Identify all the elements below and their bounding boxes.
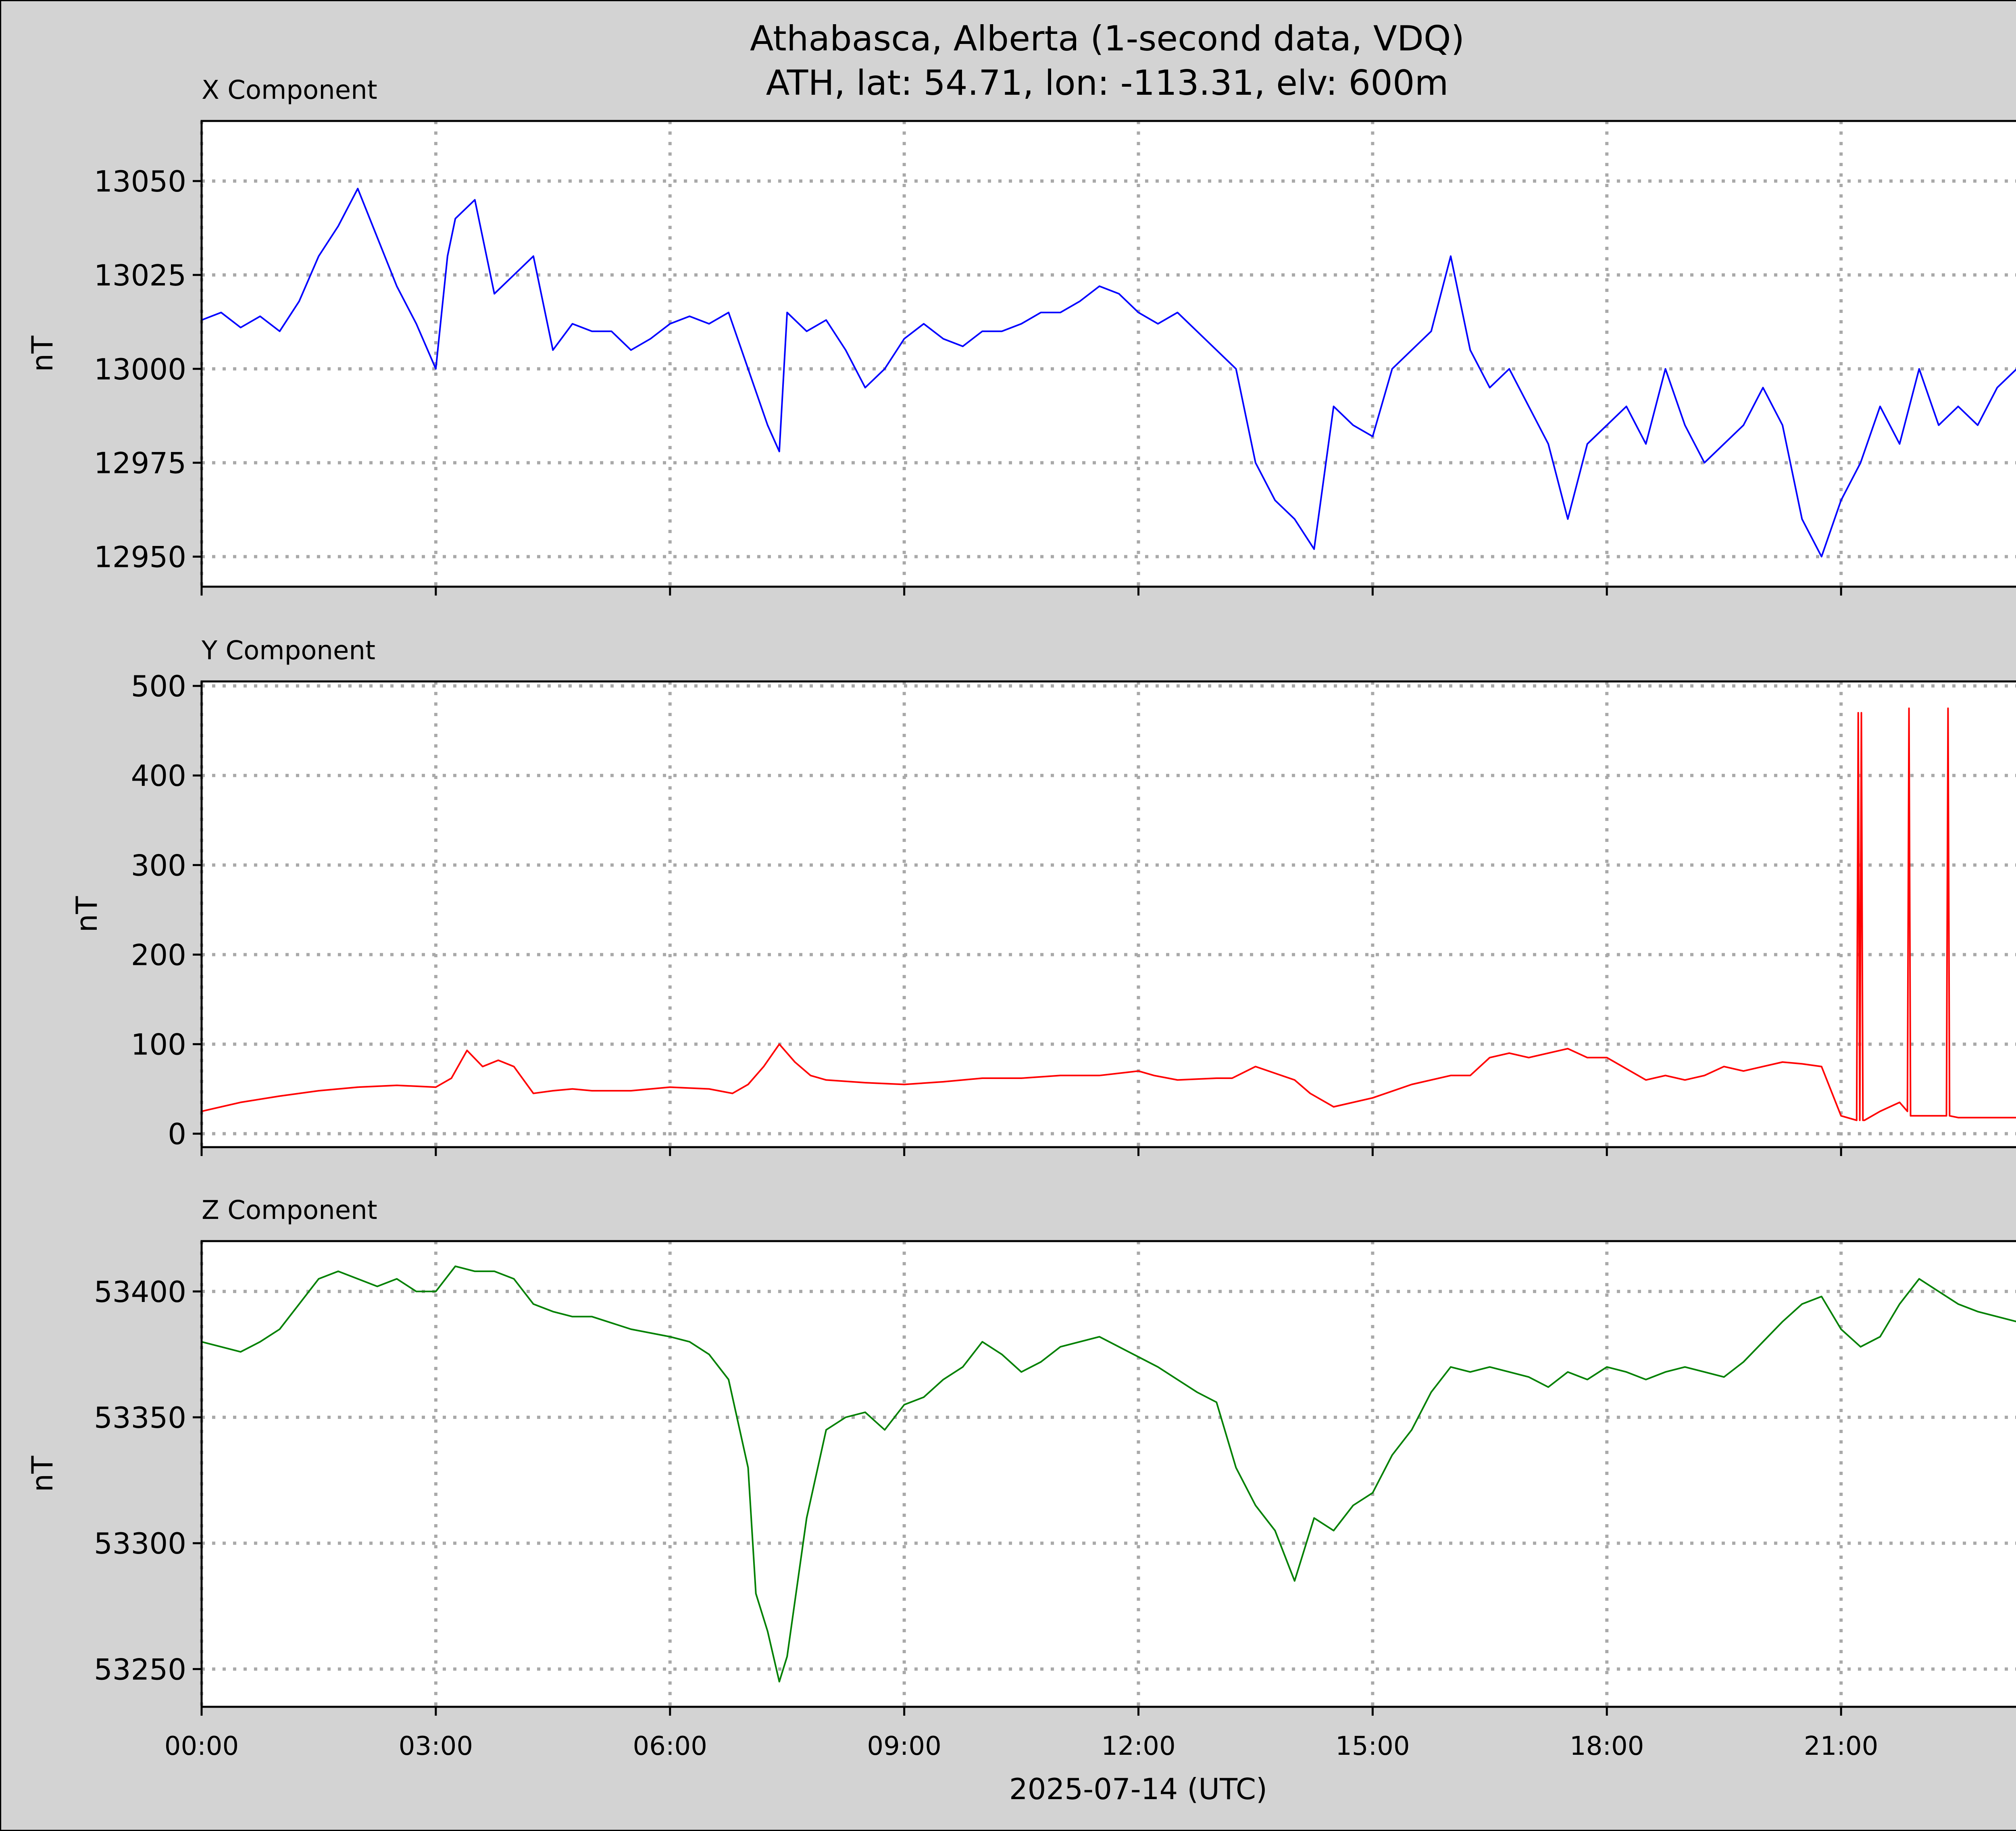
y-tick-label: 13025 [94, 258, 186, 292]
x-tick-label: 00:00 [165, 1731, 239, 1761]
x-tick-label: 15:00 [1335, 1731, 1410, 1761]
y-tick-label: 53300 [94, 1527, 186, 1560]
y-tick-label: 53350 [94, 1401, 186, 1435]
x-tick-label: 03:00 [399, 1731, 473, 1761]
x-component-panel: 12950 12975 13000 13025 13050 X Component nT [25, 75, 2016, 596]
panel-title: X Component [202, 75, 377, 105]
y-tick-label: 100 [131, 1028, 186, 1062]
panel-title: Z Component [202, 1196, 377, 1225]
x-tick-label: 18:00 [1570, 1731, 1644, 1761]
y-tick-label: 12975 [94, 446, 186, 480]
x-tick-label: 21:00 [1804, 1731, 1878, 1761]
panel-title: Y Component [201, 636, 375, 666]
y-tick-label: 500 [131, 669, 186, 703]
plot-area [202, 681, 2016, 1147]
x-tick-label: 12:00 [1101, 1731, 1175, 1761]
y-tick-label: 0 [168, 1117, 186, 1151]
x-tick-label: 09:00 [867, 1731, 941, 1761]
y-tick-label: 13050 [94, 165, 186, 198]
figure-title-line2: ATH, lat: 54.71, lon: -113.31, elv: 600m [766, 63, 1449, 103]
z-component-panel: 53250 53300 53350 53400 Z Component nT [25, 1196, 2016, 1716]
data-series-line [201, 187, 2016, 558]
x-axis-tick-labels: 00:00 03:00 06:00 09:00 12:00 15:00 18:00 21:00 [165, 1731, 1879, 1761]
figure-title-line1: Athabasca, Alberta (1-second data, VDQ) [750, 19, 1464, 59]
y-component-panel: 0 100 200 300 400 500 Y Component nT [70, 636, 2016, 1156]
data-series-line [201, 1265, 2016, 1683]
x-axis-label: 2025-07-14 (UTC) [1009, 1772, 1267, 1806]
y-tick-label: 13000 [94, 352, 186, 386]
y-tick-label: 12950 [94, 540, 186, 574]
plot-area [202, 1241, 2016, 1707]
y-tick-label: 200 [131, 938, 186, 972]
y-axis-label: nT [25, 335, 59, 372]
y-tick-label: 53400 [94, 1275, 186, 1309]
data-series-line [201, 707, 2016, 1121]
y-axis-label: nT [25, 1456, 59, 1492]
y-tick-label: 53250 [94, 1652, 186, 1686]
y-tick-label: 400 [131, 759, 186, 793]
y-tick-label: 300 [131, 848, 186, 882]
y-axis-label: nT [70, 896, 104, 933]
plot-area [202, 121, 2016, 587]
x-tick-label: 06:00 [633, 1731, 707, 1761]
